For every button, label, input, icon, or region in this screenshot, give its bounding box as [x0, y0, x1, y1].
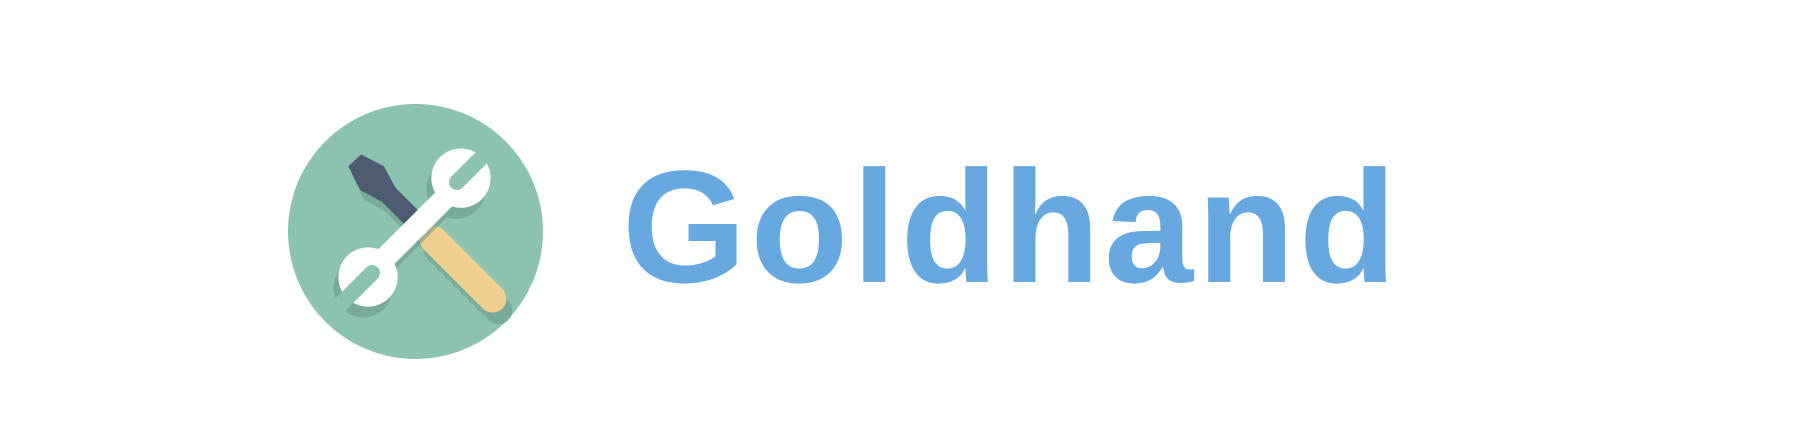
logo-badge: [287, 103, 544, 360]
screwdriver-handle: [419, 225, 507, 313]
brand-name: Goldhand: [622, 137, 1401, 316]
wrench-and-screwdriver-icon: [287, 103, 544, 360]
